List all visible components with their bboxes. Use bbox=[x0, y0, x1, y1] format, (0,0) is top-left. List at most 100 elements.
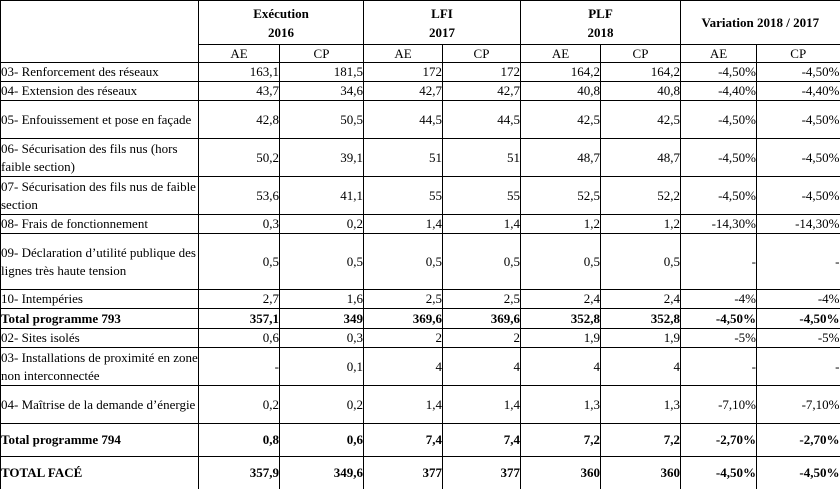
value-cell: 0,2 bbox=[198, 385, 280, 424]
value-cell: 52,5 bbox=[520, 176, 601, 215]
value-cell: 352,8 bbox=[520, 308, 601, 329]
row-label: Total programme 794 bbox=[0, 423, 199, 457]
group-label-line: Exécution bbox=[253, 5, 309, 21]
table-header: Exécution 2016 LFI 2017 PLF 2018 Variati… bbox=[0, 0, 840, 63]
table-row: 05- Enfouissement et pose en façade 42,8 5… bbox=[0, 100, 840, 139]
group-label-line: PLF bbox=[588, 5, 613, 21]
value-cell: 40,8 bbox=[600, 81, 681, 101]
col-header-ae: AE bbox=[520, 44, 601, 63]
value-cell: 0,2 bbox=[279, 385, 364, 424]
row-label: 03- Renforcement des réseaux bbox=[0, 62, 199, 82]
value-cell: 55 bbox=[442, 176, 521, 215]
value-cell: 0,5 bbox=[442, 233, 521, 290]
value-cell: -4,40% bbox=[680, 81, 757, 101]
value-cell: 164,2 bbox=[600, 62, 681, 82]
value-cell: - bbox=[680, 233, 757, 290]
row-label: 09- Déclaration d’utilité publique des l… bbox=[0, 233, 199, 290]
value-cell: 42,5 bbox=[520, 100, 601, 139]
value-cell: 369,6 bbox=[442, 308, 521, 329]
group-header-lfi-2017: LFI 2017 bbox=[363, 0, 521, 45]
table-row: 03- Renforcement des réseaux 163,1 181,5 17… bbox=[0, 62, 840, 82]
group-label-line: 2016 bbox=[268, 24, 294, 40]
value-cell: -4,50% bbox=[755, 138, 840, 177]
col-header-ae: AE bbox=[363, 44, 443, 63]
value-cell: -5% bbox=[755, 328, 840, 348]
value-cell: 360 bbox=[600, 456, 681, 489]
row-label: 07- Sécurisation des fils nus de faible … bbox=[0, 176, 199, 215]
value-cell: 0,5 bbox=[600, 233, 681, 290]
value-cell: 4 bbox=[442, 347, 521, 386]
value-cell: 50,2 bbox=[198, 138, 280, 177]
value-cell: 44,5 bbox=[442, 100, 521, 139]
value-cell: 172 bbox=[363, 62, 443, 82]
value-cell: -4,40% bbox=[755, 81, 840, 101]
value-cell: -4,50% bbox=[755, 456, 840, 489]
value-cell: 352,8 bbox=[600, 308, 681, 329]
value-cell: -4,50% bbox=[755, 176, 840, 215]
value-cell: 50,5 bbox=[279, 100, 364, 139]
col-header-cp: CP bbox=[279, 44, 364, 63]
row-label: TOTAL FACÉ bbox=[0, 456, 199, 489]
value-cell: 0,1 bbox=[279, 347, 364, 386]
value-cell: 360 bbox=[520, 456, 601, 489]
value-cell: 1,6 bbox=[279, 289, 364, 309]
value-cell: 2,4 bbox=[600, 289, 681, 309]
value-cell: 53,6 bbox=[198, 176, 280, 215]
value-cell: 357,1 bbox=[198, 308, 280, 329]
value-cell: 1,2 bbox=[520, 214, 601, 234]
value-cell: 172 bbox=[442, 62, 521, 82]
header-group-row: Exécution 2016 LFI 2017 PLF 2018 Variati… bbox=[0, 0, 840, 63]
col-header-cp: CP bbox=[600, 44, 681, 63]
value-cell: 2,4 bbox=[520, 289, 601, 309]
value-cell: 0,5 bbox=[198, 233, 280, 290]
value-cell: 41,1 bbox=[279, 176, 364, 215]
value-cell: -4,50% bbox=[680, 138, 757, 177]
row-label: 02- Sites isolés bbox=[0, 328, 199, 348]
value-cell: 2 bbox=[363, 328, 443, 348]
value-cell: 357,9 bbox=[198, 456, 280, 489]
group-label-line: LFI bbox=[431, 5, 453, 21]
value-cell: -2,70% bbox=[755, 423, 840, 457]
value-cell: 2 bbox=[442, 328, 521, 348]
value-cell: 1,2 bbox=[600, 214, 681, 234]
group-label-line: Variation 2018 / 2017 bbox=[701, 15, 820, 30]
value-cell: 369,6 bbox=[363, 308, 443, 329]
header-sub-row: AE CP AE CP AE CP AE CP bbox=[1, 44, 840, 63]
value-cell: 1,4 bbox=[363, 385, 443, 424]
value-cell: -4% bbox=[755, 289, 840, 309]
value-cell: 1,4 bbox=[442, 385, 521, 424]
value-cell: -7,10% bbox=[680, 385, 757, 424]
value-cell: 349,6 bbox=[279, 456, 364, 489]
row-label: 04- Maîtrise de la demande d’énergie bbox=[0, 385, 199, 424]
value-cell: 2,5 bbox=[363, 289, 443, 309]
value-cell: 1,3 bbox=[520, 385, 601, 424]
value-cell: 42,8 bbox=[198, 100, 280, 139]
value-cell: 1,9 bbox=[520, 328, 601, 348]
value-cell: 0,5 bbox=[363, 233, 443, 290]
value-cell: -4,50% bbox=[680, 176, 757, 215]
value-cell: 0,6 bbox=[279, 423, 364, 457]
value-cell: -4,50% bbox=[680, 308, 757, 329]
row-label: 06- Sécurisation des fils nus (hors faib… bbox=[0, 138, 199, 177]
value-cell: -14,30% bbox=[680, 214, 757, 234]
value-cell: 164,2 bbox=[520, 62, 601, 82]
value-cell: -4,50% bbox=[680, 456, 757, 489]
value-cell: 1,9 bbox=[600, 328, 681, 348]
table-row: 09- Déclaration d’utilité publique des l… bbox=[0, 233, 840, 290]
value-cell: 7,4 bbox=[363, 423, 443, 457]
value-cell: - bbox=[198, 347, 280, 386]
row-label: 03- Installations de proximité en zone n… bbox=[0, 347, 199, 386]
value-cell: 7,4 bbox=[442, 423, 521, 457]
total-row: Total programme 794 0,8 0,6 7,4 7,4 7,2 7,2 -2,… bbox=[0, 423, 840, 457]
value-cell: 1,3 bbox=[600, 385, 681, 424]
total-row: Total programme 793 357,1 349 369,6 369,6 352… bbox=[0, 308, 840, 329]
col-header-ae: AE bbox=[198, 44, 280, 63]
col-header-cp: CP bbox=[755, 44, 840, 63]
value-cell: 39,1 bbox=[279, 138, 364, 177]
value-cell: 4 bbox=[600, 347, 681, 386]
value-cell: 181,5 bbox=[279, 62, 364, 82]
value-cell: -4,50% bbox=[680, 62, 757, 82]
value-cell: 349 bbox=[279, 308, 364, 329]
value-cell: -2,70% bbox=[680, 423, 757, 457]
